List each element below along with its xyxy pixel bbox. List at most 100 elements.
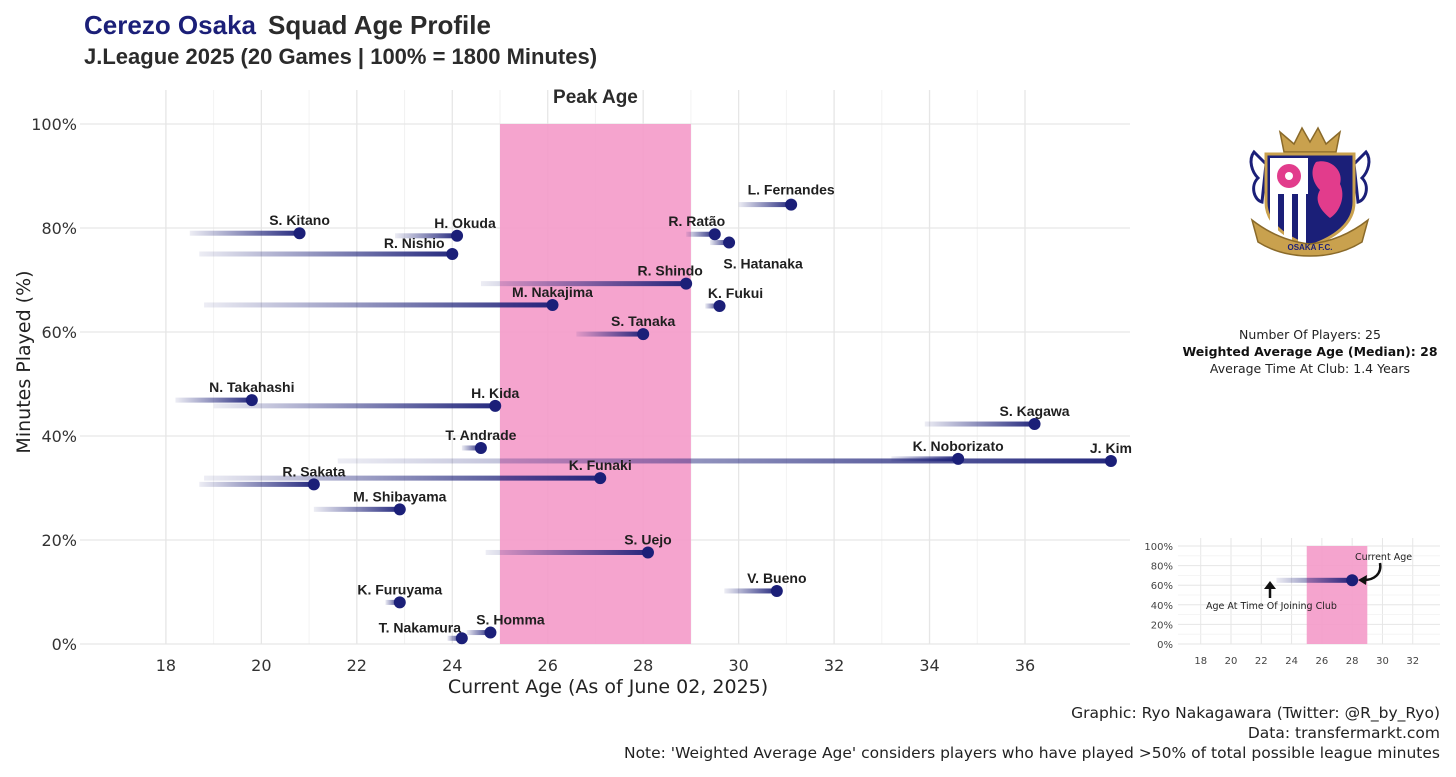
- legend-x-tick: 26: [1316, 656, 1329, 667]
- player-label: N. Takahashi: [209, 379, 294, 395]
- player-point: [393, 503, 406, 516]
- player-label: T. Nakamura: [379, 619, 462, 635]
- tenure-line: [705, 303, 720, 309]
- legend-y-tick: 80%: [1151, 562, 1173, 573]
- tenure-line: [447, 635, 462, 641]
- player-point: [1028, 418, 1041, 431]
- legend-x-ticks: 18 20 22 24 26 28 30 32: [1194, 656, 1419, 667]
- x-axis-title: Current Age (As of June 02, 2025): [448, 676, 768, 698]
- player-label: S. Kitano: [269, 212, 330, 228]
- x-tick-label: 34: [919, 656, 939, 675]
- tenure-line: [395, 233, 458, 239]
- player-label: S. Tanaka: [611, 313, 676, 329]
- legend-y-tick: 20%: [1151, 620, 1173, 631]
- player-label: R. Shindo: [637, 263, 702, 279]
- title-main: Squad Age Profile: [268, 10, 491, 40]
- y-tick-label: 80%: [41, 219, 77, 238]
- tenure-line: [204, 302, 553, 308]
- tenure-line: [710, 240, 730, 246]
- caption-note: Note: 'Weighted Average Age' considers p…: [624, 744, 1440, 762]
- player-label: K. Furuyama: [357, 581, 442, 597]
- player-label: L. Fernandes: [748, 182, 835, 198]
- player-label: M. Nakajima: [512, 284, 593, 300]
- stat-time-at-club: Average Time At Club: 1.4 Years: [1210, 361, 1410, 376]
- y-tick-label: 100%: [31, 115, 77, 134]
- cerezo-osaka-crest-icon: OSAKA F.C.: [1249, 126, 1371, 257]
- tenure-line: [480, 281, 687, 287]
- legend-current-age-label: Current Age: [1355, 552, 1412, 563]
- player-label: S. Kagawa: [1000, 403, 1070, 419]
- caption-graphic: Graphic: Ryo Nakagawara (Twitter: @R_by_…: [1071, 704, 1440, 723]
- tenure-line: [189, 230, 300, 236]
- stat-weighted-age: Weighted Average Age (Median): 28: [1182, 344, 1437, 359]
- legend-x-tick: 30: [1376, 656, 1389, 667]
- x-tick-label: 36: [1015, 656, 1035, 675]
- player-label: T. Andrade: [445, 427, 516, 443]
- tenure-line: [576, 331, 644, 337]
- caption-data: Data: transfermarkt.com: [1248, 724, 1440, 742]
- player-point: [484, 626, 497, 639]
- player-point: [1104, 454, 1117, 467]
- player-label: K. Funaki: [569, 457, 632, 473]
- y-tick-label: 20%: [41, 531, 77, 550]
- player-point: [770, 584, 783, 597]
- tenure-line: [461, 445, 481, 451]
- player-point: [446, 248, 459, 260]
- legend-y-tick: 40%: [1151, 601, 1173, 612]
- legend-tenure-line: [1276, 577, 1353, 583]
- player-label: H. Okuda: [434, 215, 496, 231]
- crest-text: OSAKA F.C.: [1287, 243, 1332, 252]
- tenure-line: [199, 251, 453, 257]
- legend-x-tick: 20: [1225, 656, 1238, 667]
- y-tick-label: 40%: [41, 427, 77, 446]
- legend-x-tick: 32: [1406, 656, 1419, 667]
- stat-player-count: Number Of Players: 25: [1239, 327, 1381, 342]
- club-name: Cerezo Osaka: [84, 10, 257, 40]
- peak-age-label: Peak Age: [553, 87, 638, 108]
- x-tick-label: 22: [347, 656, 367, 675]
- x-tick-label: 30: [728, 656, 748, 675]
- current-age-arrowhead-icon: [1358, 575, 1367, 585]
- tenure-line: [175, 397, 252, 403]
- player-point: [723, 236, 736, 249]
- tenure-line: [686, 231, 715, 237]
- player-point: [393, 596, 406, 609]
- chart-title: Cerezo Osaka Squad Age Profile: [84, 10, 491, 40]
- player-label: K. Noborizato: [913, 438, 1004, 454]
- y-axis-title: Minutes Played (%): [13, 270, 35, 453]
- player-label: S. Homma: [476, 612, 545, 628]
- x-tick-labels: 18 20 22 24 26 28 30 32 34 36: [156, 656, 1035, 675]
- player-point: [455, 632, 468, 645]
- legend-point: [1346, 574, 1359, 587]
- player-label: H. Kida: [471, 385, 519, 401]
- x-tick-label: 20: [251, 656, 271, 675]
- player-point: [474, 441, 487, 454]
- player-point: [307, 478, 320, 491]
- player-point: [451, 229, 464, 242]
- tenure-line: [313, 506, 400, 512]
- tenure-line: [385, 599, 400, 605]
- y-tick-label: 0%: [52, 635, 77, 654]
- player-point: [952, 452, 965, 465]
- legend-y-tick: 60%: [1151, 581, 1173, 592]
- player-point: [546, 298, 559, 311]
- tenure-line: [204, 475, 601, 481]
- x-tick-label: 24: [442, 656, 462, 675]
- player-point: [489, 399, 502, 412]
- tenure-line: [485, 549, 648, 555]
- tenure-line: [466, 630, 491, 636]
- legend-y-ticks: 0% 20% 40% 60% 80% 100%: [1144, 542, 1173, 651]
- player-point: [594, 472, 607, 485]
- player-label: R. Nishio: [384, 235, 445, 251]
- legend-peak-band: [1306, 546, 1368, 644]
- legend-x-tick: 28: [1346, 656, 1359, 667]
- y-tick-labels: 0% 20% 40% 60% 80% 100%: [31, 115, 77, 654]
- player-label: S. Uejo: [624, 531, 671, 547]
- tenure-line: [213, 403, 496, 409]
- legend-join-age-label: Age At Time Of Joining Club: [1206, 601, 1337, 612]
- tenure-lines: [175, 202, 1111, 641]
- player-label: S. Hatanaka: [723, 256, 803, 272]
- legend-inset: 18 20 22 24 26 28 30 32 0% 20% 40% 60% 80% 100% Curr…: [1144, 538, 1440, 667]
- player-point: [637, 328, 650, 341]
